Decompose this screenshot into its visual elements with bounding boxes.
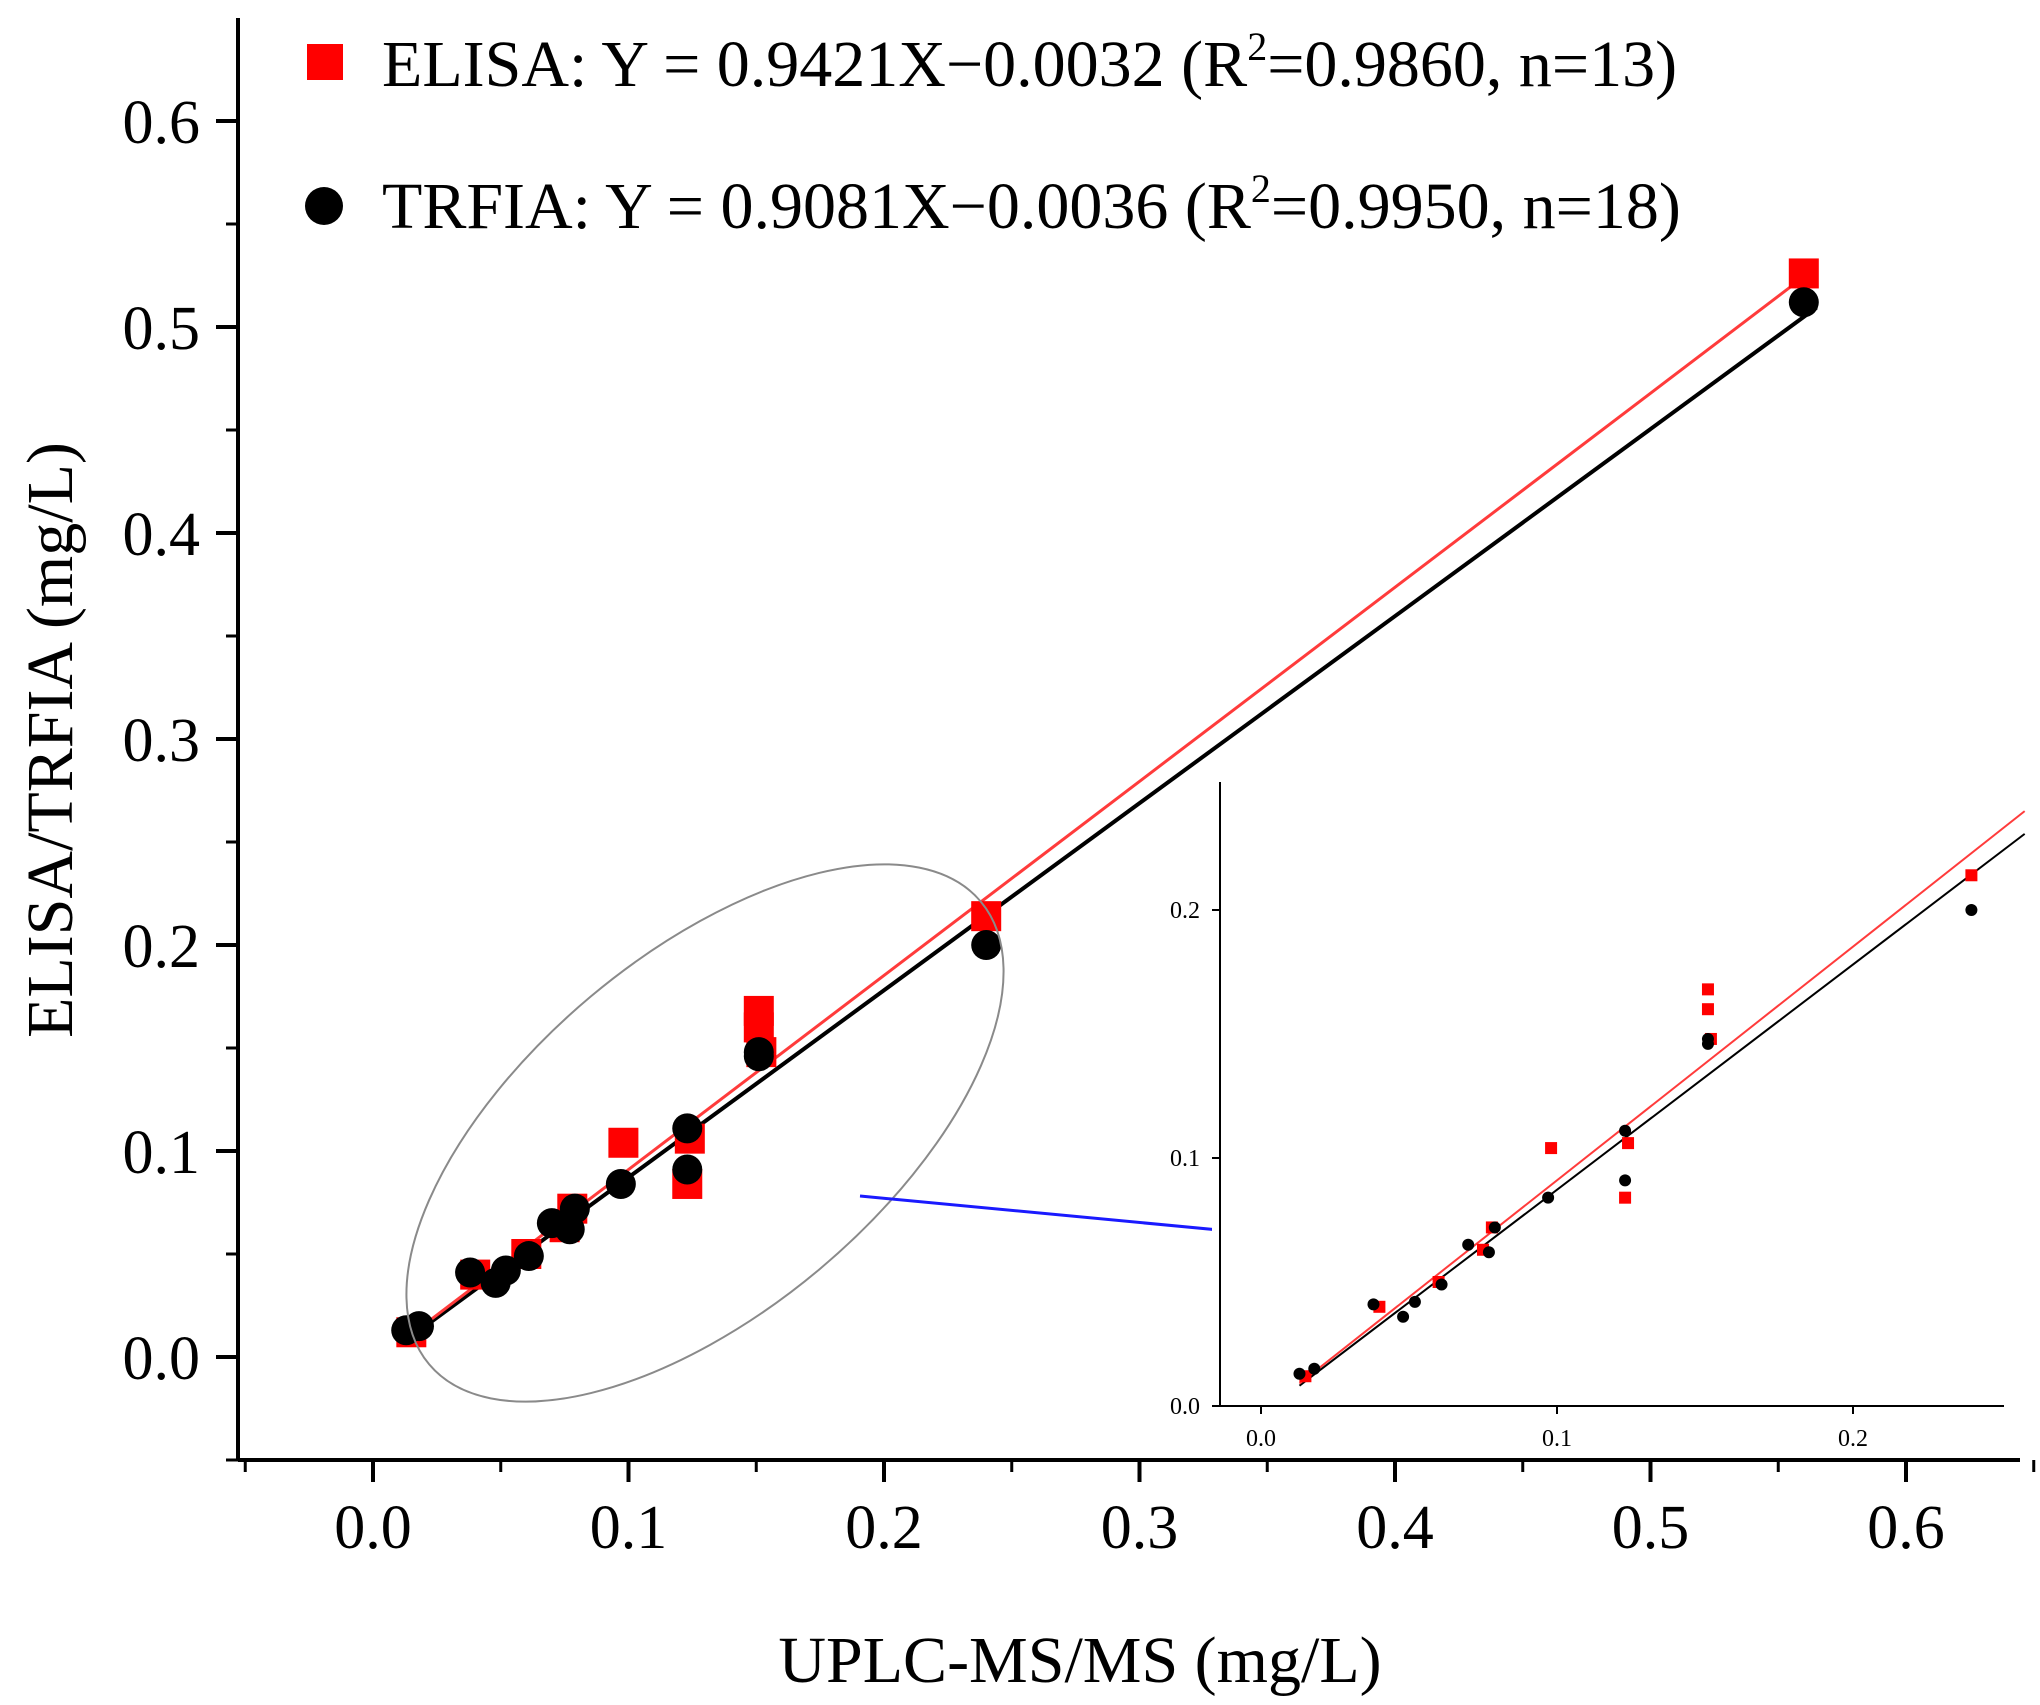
x-tick-label: 0.5	[1612, 1494, 1690, 1562]
inset-data-point-elisa	[1701, 983, 1714, 996]
inset-data-point-trfia	[1542, 1191, 1555, 1204]
data-point-elisa	[608, 1127, 639, 1158]
data-point-trfia	[672, 1113, 703, 1144]
regression-line-trfia	[410, 305, 1818, 1338]
inset-data-point-trfia	[1619, 1174, 1632, 1187]
inset-data-point-trfia	[1293, 1367, 1306, 1380]
legend-label-trfia: TRFIA: Y = 0.9081X−0.0036 (R2=0.9950, n=…	[382, 166, 1681, 243]
inset-x-tick-label: 0.2	[1838, 1426, 1868, 1452]
inset-data-point-elisa	[1965, 869, 1978, 882]
inset-data-point-trfia	[1965, 904, 1978, 916]
main-ticks: 0.0 0.1 0.2 0.3 0.4 0.5 0.6 0.0 0.1 0.2 0.3 0.4 0.5 0…	[123, 89, 2036, 1562]
zoom-region-ellipse	[405, 863, 1005, 1403]
y-tick-label: 0.4	[123, 501, 201, 569]
zoom-arrow-line	[859, 1194, 1241, 1234]
y-tick-label: 0.5	[123, 295, 201, 363]
inset-y-tick-label: 0.0	[1170, 1394, 1200, 1420]
x-tick-label: 0.6	[1867, 1494, 1945, 1562]
legend-marker-trfia	[305, 187, 343, 225]
main-data-points	[391, 258, 1819, 1348]
data-point-elisa	[1788, 258, 1819, 289]
y-axis-title: ELISA/TRFIA (mg/L)	[14, 442, 87, 1038]
data-point-trfia	[455, 1257, 486, 1288]
inset-data-point-trfia	[1482, 1246, 1495, 1259]
inset-data-point-trfia	[1408, 1295, 1421, 1308]
inset-data-point-elisa	[1622, 1137, 1635, 1150]
data-point-elisa	[743, 995, 774, 1026]
regression-lines	[410, 265, 1818, 1338]
inset-data-point-elisa	[1619, 1191, 1632, 1204]
x-tick-label: 0.4	[1356, 1494, 1434, 1562]
x-axis-title: UPLC-MS/MS (mg/L)	[778, 1624, 1381, 1697]
data-point-trfia	[490, 1255, 521, 1286]
x-tick-label: 0.1	[590, 1494, 668, 1562]
y-tick-label: 0.2	[123, 913, 201, 981]
data-point-trfia	[513, 1241, 544, 1272]
data-point-trfia	[971, 930, 1002, 960]
legend-marker-elisa	[307, 44, 343, 80]
inset-data-point-trfia	[1367, 1298, 1380, 1311]
inset-data-point-trfia	[1488, 1221, 1501, 1234]
inset-background	[1212, 780, 2012, 1410]
data-point-trfia	[1788, 287, 1819, 318]
y-tick-label: 0.3	[123, 707, 201, 775]
inset-x-tick-label: 0.0	[1246, 1426, 1276, 1452]
inset-y-tick-label: 0.2	[1170, 898, 1200, 924]
inset-regression-lines	[1298, 810, 2026, 1387]
y-tick-label: 0.6	[123, 89, 201, 157]
inset-data-point-trfia	[1308, 1362, 1321, 1375]
y-tick-label: 0.1	[123, 1119, 201, 1187]
data-point-trfia	[559, 1193, 590, 1224]
legend: ELISA: Y = 0.9421X−0.0032 (R2=0.9860, n=…	[305, 24, 1681, 243]
inset-data-point-trfia	[1397, 1310, 1410, 1323]
inset-x-tick-label: 0.1	[1542, 1426, 1572, 1452]
y-tick-label: 0.0	[123, 1325, 201, 1393]
inset-data-point-elisa	[1545, 1142, 1558, 1155]
x-tick-label: 0.2	[845, 1494, 923, 1562]
inset-data-point-trfia	[1619, 1124, 1632, 1137]
x-tick-label: 0.0	[334, 1494, 412, 1562]
inset-ticks: 0.0 0.1 0.2 0.0 0.1 0.2	[1170, 898, 1868, 1452]
x-tick-label: 0.3	[1101, 1494, 1179, 1562]
data-point-trfia	[605, 1168, 636, 1199]
inset-regression-line-trfia	[1298, 833, 2026, 1387]
inset-data-point-elisa	[1701, 1003, 1714, 1016]
inset-data-points	[1293, 869, 1978, 1383]
inset-y-tick-label: 0.1	[1170, 1146, 1200, 1172]
regression-line-elisa	[410, 265, 1818, 1336]
inset-data-point-trfia	[1435, 1278, 1448, 1291]
inset-regression-line-elisa	[1298, 810, 2026, 1385]
inset-data-point-trfia	[1701, 1037, 1714, 1050]
data-point-trfia	[743, 1041, 774, 1072]
legend-label-elisa: ELISA: Y = 0.9421X−0.0032 (R2=0.9860, n=…	[382, 24, 1677, 101]
inset-data-point-trfia	[1462, 1238, 1475, 1251]
data-point-trfia	[672, 1154, 703, 1185]
